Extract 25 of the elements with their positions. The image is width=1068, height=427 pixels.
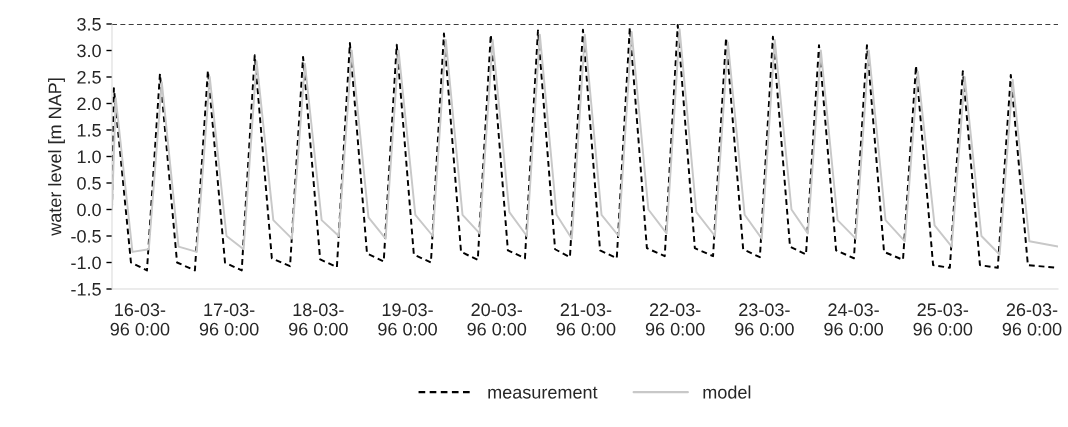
x-tick-label: 26-03- 96 0:00 [1002,303,1062,336]
y-tick-label: 1.0 [77,150,101,164]
y-axis-title: water level [m NAP] [48,78,65,236]
y-tick-label: -1.5 [71,283,101,296]
y-tick-label: 3.0 [77,44,101,58]
x-tick-label: 20-03- 96 0:00 [467,303,527,336]
y-tick-label: 3.5 [77,17,101,31]
legend-label: measurement [488,386,598,399]
y-tick-label: -0.5 [71,229,101,243]
y-tick-label: -1.0 [71,256,101,270]
x-tick-label: 23-03- 96 0:00 [735,303,794,336]
x-tick-label: 16-03- 96 0:00 [110,303,170,336]
x-tick-label: 21-03- 96 0:00 [556,303,616,336]
y-tick-label: 2.0 [77,97,101,111]
x-tick-label: 18-03- 96 0:00 [289,303,348,336]
x-tick-label: 24-03- 96 0:00 [824,303,883,336]
x-tick-label: 17-03- 96 0:00 [199,303,259,336]
y-tick-label: 2.5 [77,70,101,84]
legend-label: model [703,385,751,399]
x-tick-label: 22-03- 96 0:00 [645,303,705,336]
y-tick-label: 0.5 [77,176,101,190]
x-tick-label: 19-03- 96 0:00 [378,303,437,336]
y-tick-label: 0.0 [77,203,101,217]
x-tick-label: 25-03- 96 0:00 [913,303,973,336]
y-tick-label: 1.5 [77,124,101,137]
